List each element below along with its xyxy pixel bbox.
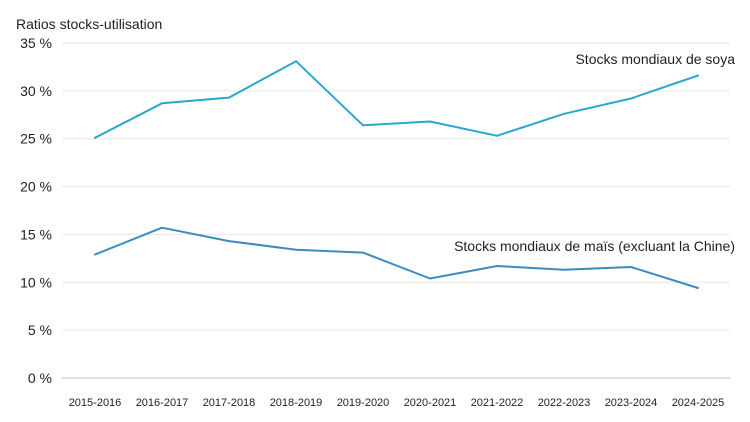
x-tick-label: 2019-2020 (337, 397, 390, 409)
x-tick-label: 2024-2025 (672, 397, 725, 409)
x-tick-label: 2015-2016 (69, 397, 122, 409)
y-tick-label: 20 % (20, 179, 52, 195)
series-lines (94, 60, 699, 289)
corn-series-label: Stocks mondiaux de maïs (excluant la Chi… (454, 238, 735, 254)
soy-stocks-line (94, 60, 699, 139)
y-tick-label: 5 % (28, 322, 52, 338)
y-axis-label: Ratios stocks-utilisation (16, 16, 162, 32)
x-tick-label: 2021-2022 (471, 397, 524, 409)
soy-series-label: Stocks mondiaux de soya (575, 51, 735, 67)
corn-stocks-line (94, 226, 699, 289)
y-tick-label: 15 % (20, 226, 52, 242)
gridlines (62, 42, 730, 379)
x-tick-label: 2022-2023 (538, 397, 591, 409)
x-tick-label: 2016-2017 (136, 397, 189, 409)
series-labels: Stocks mondiaux de soya Stocks mondiaux d… (454, 51, 735, 254)
y-tick-label: 10 % (20, 274, 52, 290)
x-tick-label: 2020-2021 (404, 397, 457, 409)
y-tick-label: 35 % (20, 35, 52, 51)
x-tick-label: 2017-2018 (203, 397, 256, 409)
x-tick-label: 2023-2024 (605, 397, 658, 409)
y-tick-label: 30 % (20, 83, 52, 99)
y-tick-label: 25 % (20, 131, 52, 147)
x-tick-labels: 2015-2016 2016-2017 2017-2018 2018-2019 2019… (69, 397, 725, 409)
x-tick-label: 2018-2019 (270, 397, 323, 409)
y-tick-label: 0 % (28, 370, 52, 386)
y-tick-labels: 0 % 5 % 10 % 15 % 20 % 25 % 30 % 35 % (20, 35, 52, 386)
